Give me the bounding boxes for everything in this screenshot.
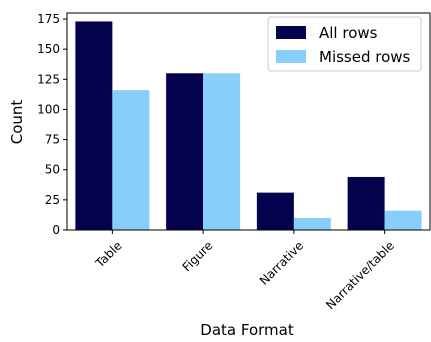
x-tick-label: Narrative: [257, 238, 306, 287]
legend: All rows Missed rows: [267, 16, 422, 72]
axes-layer: [66, 12, 431, 231]
legend-box: [267, 16, 422, 72]
x-tick-label: Narrative/table: [323, 238, 397, 312]
bar-all-rows-narrative-table: [347, 176, 385, 230]
legend-swatch: [276, 50, 306, 63]
bars-layer: [75, 21, 422, 231]
bar-all-rows-table: [75, 21, 113, 230]
bar-missed-rows-figure: [203, 73, 241, 231]
bar-missed-rows-narrative-table: [384, 210, 422, 230]
x-tick-label: Table: [92, 238, 125, 271]
bar-all-rows-figure: [166, 73, 204, 231]
x-axis-label: Data Format: [200, 321, 294, 338]
plot-frame: [66, 12, 431, 231]
legend-label: All rows: [319, 24, 378, 42]
bar-missed-rows-table: [112, 90, 150, 231]
y-tick-label: 25: [45, 193, 60, 207]
y-tick-label: 75: [45, 133, 60, 147]
y-tick-label: 125: [37, 72, 60, 86]
bar-all-rows-narrative: [256, 192, 294, 230]
bar-missed-rows-narrative: [293, 217, 331, 230]
y-tick-label: 50: [45, 163, 60, 177]
y-axis-label: Count: [8, 100, 26, 145]
y-tick-label: 150: [37, 42, 60, 56]
y-tick-label: 175: [37, 12, 60, 26]
x-tick-label: Figure: [180, 238, 216, 274]
legend-swatch: [276, 26, 306, 39]
legend-label: Missed rows: [319, 48, 411, 66]
y-tick-label: 0: [52, 223, 60, 237]
y-tick-label: 100: [37, 102, 60, 116]
